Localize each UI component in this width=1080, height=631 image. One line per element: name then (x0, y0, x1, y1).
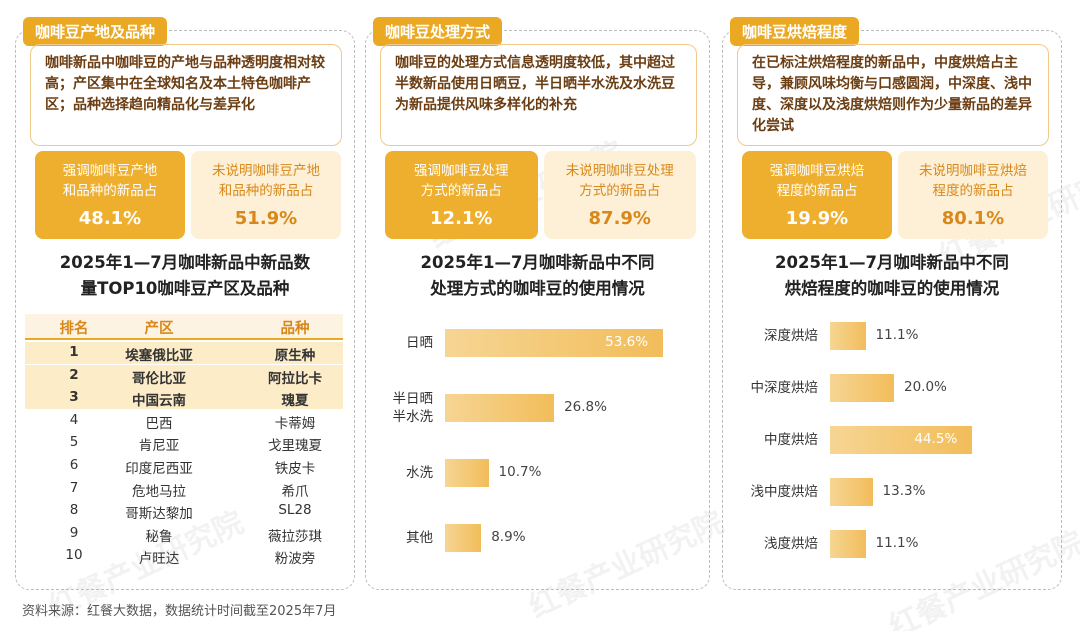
bar (830, 322, 866, 350)
table-cell: 铁皮卡 (274, 461, 316, 477)
value-label: 20.0% (904, 379, 947, 395)
table-cell: 3 (69, 389, 79, 406)
table-cell: 7 (69, 479, 79, 496)
bar (830, 530, 866, 558)
table-cell: 薇拉莎琪 (268, 528, 322, 545)
table-cell: 哥伦比亚 (132, 370, 186, 387)
table-cell: 9 (69, 524, 79, 541)
value-label: 10.7% (498, 463, 542, 480)
value-label: 53.6% (605, 333, 649, 350)
chart-title: 2025年1—7月咖啡新品中新品数 量TOP10咖啡豆产区及品种 (59, 253, 311, 298)
stat-label: 未说明咖啡豆处理 方式的新品占 (565, 163, 674, 199)
value-label: 11.1% (875, 535, 919, 551)
panel (365, 30, 710, 590)
table-cell: 4 (69, 411, 79, 428)
table-cell: 印度尼西亚 (125, 461, 193, 477)
category-label: 中度烘焙 (764, 432, 818, 448)
table-cell: 2 (69, 366, 79, 383)
header-rule (25, 338, 343, 340)
bar (830, 478, 873, 506)
description: 咖啡新品中咖啡豆的产地与品种透明度相对较高；产区集中在全球知名及本土特色咖啡产区… (30, 44, 342, 146)
bar (445, 328, 664, 357)
stat-value: 80.1% (941, 208, 1005, 229)
stat-label: 未说明咖啡豆烘焙 程度的新品占 (919, 163, 1027, 199)
category-label: 水洗 (406, 464, 433, 481)
table-cell: SL28 (278, 502, 312, 519)
table-cell: 肯尼亚 (138, 438, 180, 455)
table-header: 产区 (144, 321, 174, 337)
panel (15, 30, 355, 590)
category-label: 浅度烘焙 (764, 536, 818, 552)
source: 资料来源：红餐大数据，数据统计时间截至2025年7月 (22, 604, 337, 619)
stat-value: 19.9% (785, 208, 849, 229)
stat-card: 未说明咖啡豆烘焙 程度的新品占 80.1% (898, 151, 1048, 239)
panel-title: 咖啡豆烘焙程度 (730, 17, 860, 46)
row-highlight (25, 387, 343, 410)
stat-label: 强调咖啡豆产地 和品种的新品占 (62, 163, 158, 199)
bar (445, 393, 555, 422)
table-header: 品种 (280, 321, 310, 337)
panel (722, 30, 1062, 590)
table-cell: 希爪 (281, 483, 309, 500)
bar (830, 374, 894, 402)
stat-label: 未说明咖啡豆产地 和品种的新品占 (212, 163, 320, 199)
table-cell: 哥斯达黎加 (125, 506, 193, 523)
stat-card: 强调咖啡豆烘焙 程度的新品占 19.9% (742, 151, 892, 239)
stat-card: 强调咖啡豆产地 和品种的新品占 48.1% (35, 151, 185, 239)
category-label: 深度烘焙 (764, 328, 818, 344)
category-label: 浅中度烘焙 (750, 484, 819, 500)
bar (445, 458, 489, 487)
bar (830, 426, 973, 454)
table-cell: 瑰夏 (281, 393, 309, 410)
row-highlight (25, 364, 343, 387)
table-cell: 中国云南 (132, 393, 186, 410)
table-cell: 原生种 (274, 348, 316, 364)
description: 咖啡豆的处理方式信息透明度较低，其中超过半数新品使用日晒豆，半日晒半水洗及水洗豆… (380, 44, 697, 146)
value-label: 11.1% (875, 327, 919, 343)
table-cell: 6 (69, 457, 79, 473)
table-cell: 卢旺达 (138, 551, 180, 568)
stat-value: 87.9% (588, 208, 651, 229)
value-label: 26.8% (564, 398, 607, 415)
stat-value: 48.1% (78, 208, 142, 229)
table-cell: 秘鲁 (145, 528, 173, 545)
table-cell: 卡蒂姆 (274, 415, 316, 432)
category-label: 半日晒 半水洗 (392, 390, 434, 425)
table-cell: 8 (69, 502, 79, 519)
table-header-bg (25, 314, 343, 338)
table-cell: 粉波旁 (274, 551, 316, 568)
panel-title: 咖啡豆产地及品种 (23, 17, 168, 46)
bar (445, 523, 482, 552)
table-cell: 阿拉比卡 (268, 370, 322, 387)
stat-value: 51.9% (234, 208, 298, 229)
stat-card: 未说明咖啡豆产地 和品种的新品占 51.9% (191, 151, 341, 239)
stat-value: 12.1% (430, 208, 493, 229)
table-cell: 埃塞俄比亚 (125, 348, 193, 364)
category-label: 中深度烘焙 (750, 380, 819, 396)
row-highlight (25, 342, 343, 364)
table-cell: 5 (69, 434, 79, 451)
table-header: 排名 (59, 321, 89, 337)
value-label: 44.5% (914, 431, 958, 447)
table-cell: 危地马拉 (132, 483, 186, 500)
stat-card: 未说明咖啡豆处理 方式的新品占 87.9% (543, 151, 696, 239)
table-cell: 10 (65, 547, 83, 564)
panel-title: 咖啡豆处理方式 (373, 17, 503, 46)
table-cell: 戈里瑰夏 (268, 438, 322, 455)
stat-label: 强调咖啡豆烘焙 程度的新品占 (769, 163, 865, 199)
stat-label: 强调咖啡豆处理 方式的新品占 (414, 163, 509, 199)
category-label: 日晒 (406, 334, 433, 351)
stat-card: 强调咖啡豆处理 方式的新品占 12.1% (385, 151, 538, 239)
description: 在已标注烘焙程度的新品中，中度烘焙占主导，兼顾风味均衡与口感圆润，中深度、浅中度… (737, 44, 1049, 146)
table-cell: 1 (69, 344, 79, 360)
value-label: 8.9% (491, 528, 526, 545)
chart-title: 2025年1—7月咖啡新品中不同 烘焙程度的咖啡豆的使用情况 (775, 253, 1009, 298)
chart-title: 2025年1—7月咖啡新品中不同 处理方式的咖啡豆的使用情况 (420, 253, 655, 298)
category-label: 其他 (406, 529, 433, 546)
value-label: 13.3% (882, 483, 926, 499)
table-cell: 巴西 (145, 415, 173, 432)
